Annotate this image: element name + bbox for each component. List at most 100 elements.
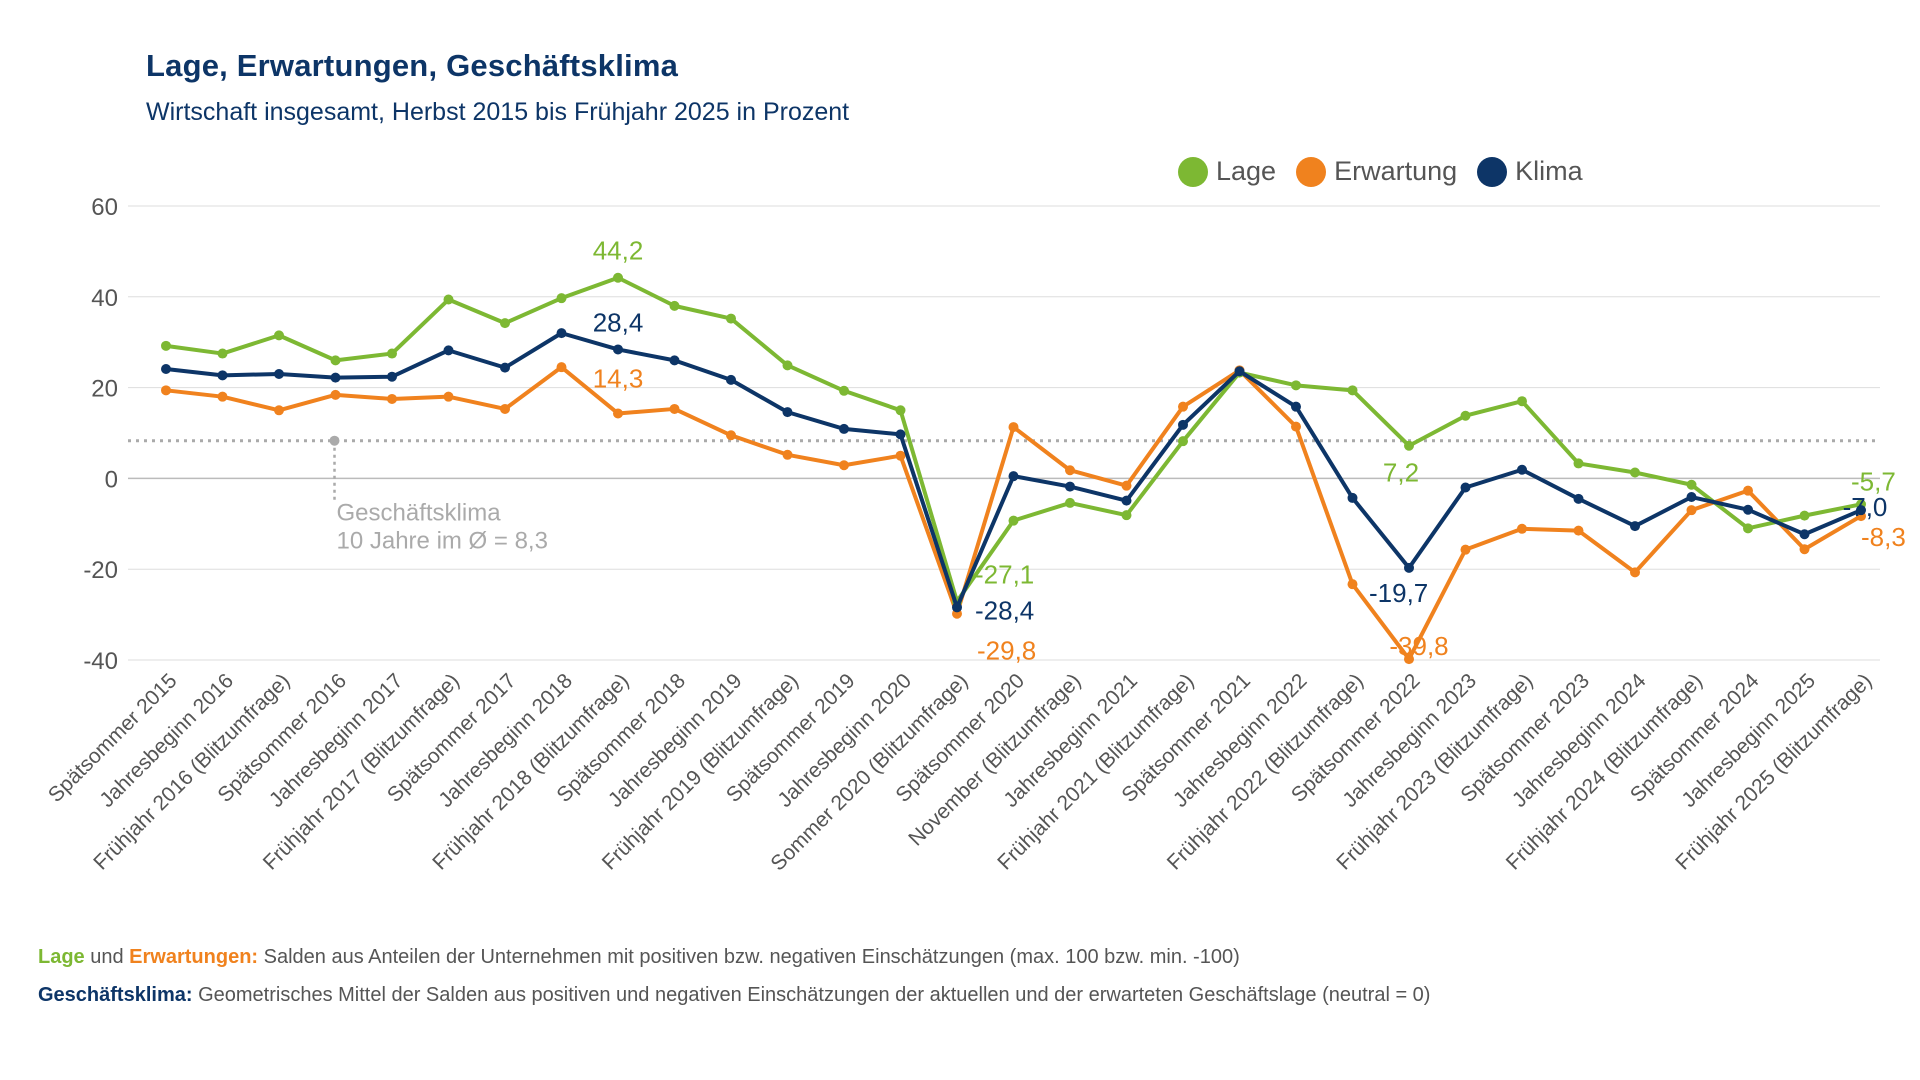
data-point-klima	[895, 429, 906, 440]
data-point-erwartung	[1291, 421, 1301, 432]
data-label-erwartung: -8,3	[1861, 522, 1906, 552]
footnote-and: und	[84, 946, 130, 968]
data-point-lage	[217, 348, 228, 359]
data-point-klima	[1347, 492, 1358, 503]
data-point-klima	[443, 345, 454, 356]
data-label-erwartung: -29,8	[977, 636, 1036, 666]
data-point-lage	[1573, 458, 1584, 469]
footnote-key-lage: Lage	[38, 946, 85, 968]
y-tick-label: 20	[91, 376, 118, 403]
data-point-klima	[726, 374, 736, 385]
average-label: 10 Jahre im Ø = 8,3	[337, 528, 548, 555]
data-point-erwartung	[387, 393, 397, 404]
data-point-erwartung	[895, 450, 906, 461]
data-point-lage	[782, 360, 793, 371]
data-point-erwartung	[1178, 401, 1188, 412]
data-point-erwartung	[274, 405, 284, 416]
data-point-lage	[1799, 510, 1810, 521]
legend-item-lage: Lage	[1178, 156, 1276, 187]
data-point-lage	[1630, 467, 1640, 478]
data-point-klima	[1065, 481, 1075, 492]
data-point-klima	[161, 363, 171, 374]
data-label-klima: 28,4	[593, 307, 644, 337]
data-point-lage	[1686, 479, 1697, 490]
data-label-lage: 44,2	[593, 236, 644, 266]
data-point-klima	[1630, 521, 1640, 532]
data-point-klima	[952, 602, 962, 613]
chart-title: Lage, Erwartungen, Geschäftsklima	[146, 48, 679, 83]
data-point-erwartung	[1347, 579, 1358, 590]
data-point-klima	[1121, 495, 1132, 506]
data-point-klima	[217, 370, 228, 381]
data-point-erwartung	[669, 403, 680, 414]
data-label-klima: -19,7	[1369, 578, 1428, 608]
data-point-klima	[1460, 482, 1471, 493]
data-point-lage	[1517, 396, 1527, 407]
data-point-erwartung	[839, 460, 849, 471]
data-point-lage	[161, 340, 171, 351]
data-point-erwartung	[1573, 525, 1584, 536]
data-point-klima	[669, 355, 680, 366]
data-point-lage	[839, 385, 849, 396]
legend-item-erwartung: Erwartung	[1296, 156, 1457, 187]
footnote-text-2: Geometrisches Mittel der Salden aus posi…	[192, 984, 1431, 1006]
data-point-klima	[330, 372, 341, 383]
data-point-erwartung	[726, 430, 736, 441]
data-point-erwartung	[1743, 485, 1753, 496]
chart-subtitle: Wirtschaft insgesamt, Herbst 2015 bis Fr…	[146, 98, 850, 126]
data-label-lage: -5,7	[1851, 466, 1896, 496]
chart-legend: Lage Erwartung Klima	[1178, 156, 1583, 187]
data-point-klima	[782, 407, 793, 418]
legend-swatch-erwartung	[1296, 156, 1327, 187]
data-point-lage	[1743, 523, 1753, 534]
data-label-erwartung: 14,3	[593, 363, 644, 393]
footnote-key-erwartungen: Erwartungen:	[129, 946, 259, 968]
data-point-klima	[556, 328, 567, 339]
data-point-erwartung	[1799, 544, 1810, 555]
data-point-lage	[1291, 380, 1301, 391]
data-point-lage	[274, 330, 284, 341]
data-point-lage	[613, 272, 623, 283]
legend-swatch-klima	[1477, 156, 1508, 187]
data-point-klima	[274, 368, 284, 379]
data-point-klima	[1178, 419, 1188, 430]
data-point-lage	[1121, 510, 1132, 521]
data-point-klima	[1686, 492, 1697, 503]
data-point-klima	[613, 344, 623, 355]
average-label: Geschäftsklima	[337, 500, 502, 527]
data-point-lage	[895, 405, 906, 416]
data-point-erwartung	[1008, 422, 1019, 433]
data-point-erwartung	[330, 389, 341, 400]
data-label-klima: -28,4	[975, 595, 1034, 625]
footnote-geschaeftsklima: Geschäftsklima: Geometrisches Mittel der…	[38, 984, 1430, 1007]
data-point-erwartung	[613, 408, 623, 419]
data-point-lage	[669, 300, 680, 311]
footnote-lage-erwartungen: Lage und Erwartungen: Salden aus Anteile…	[38, 946, 1240, 969]
y-tick-label: -20	[83, 557, 118, 584]
data-point-klima	[1799, 529, 1810, 540]
data-point-lage	[1008, 515, 1019, 526]
data-point-lage	[1347, 385, 1358, 396]
legend-label-lage: Lage	[1216, 156, 1277, 186]
data-point-erwartung	[1065, 465, 1075, 476]
data-point-klima	[1517, 464, 1527, 475]
y-tick-label: 40	[91, 285, 118, 312]
data-point-erwartung	[443, 391, 454, 402]
data-point-erwartung	[1686, 505, 1697, 516]
data-point-erwartung	[1630, 567, 1640, 578]
data-point-lage	[443, 294, 454, 305]
footnote-key-klima: Geschäftsklima:	[38, 984, 193, 1006]
data-point-lage	[1460, 410, 1471, 421]
legend-swatch-lage	[1178, 156, 1208, 187]
data-point-klima	[1856, 505, 1866, 516]
y-tick-label: 60	[91, 194, 118, 221]
data-point-klima	[1743, 504, 1753, 515]
legend-label-erwartung: Erwartung	[1334, 156, 1458, 186]
data-point-klima	[387, 371, 397, 382]
data-point-erwartung	[556, 362, 567, 373]
data-point-klima	[1008, 471, 1019, 482]
data-point-erwartung	[1121, 480, 1132, 491]
data-point-lage	[556, 293, 567, 304]
data-point-erwartung	[1517, 523, 1527, 534]
